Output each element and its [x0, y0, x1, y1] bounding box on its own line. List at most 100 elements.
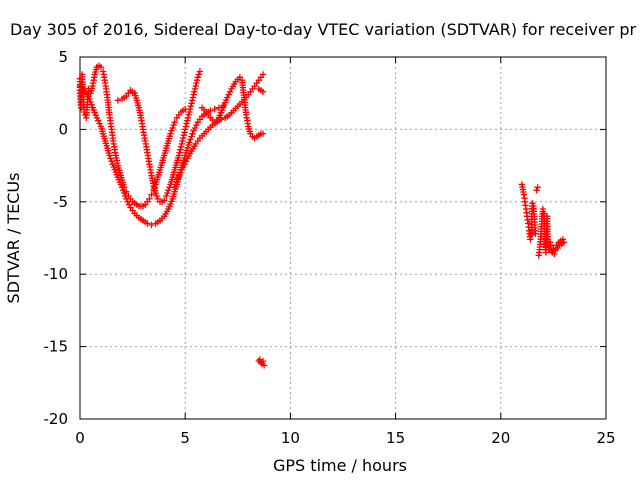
- data-point: [95, 117, 102, 124]
- data-point: [226, 88, 234, 95]
- data-point: [97, 63, 105, 71]
- data-point: [186, 108, 193, 116]
- data-point: [179, 134, 187, 142]
- data-point: [118, 184, 126, 191]
- data-point: [146, 195, 153, 203]
- data-point: [190, 91, 197, 98]
- y-tick-label: -5: [53, 193, 68, 211]
- data-point: [182, 123, 190, 130]
- data-point: [178, 166, 185, 174]
- data-point: [191, 85, 199, 93]
- data-point: [180, 132, 187, 139]
- data-point: [144, 220, 151, 227]
- data-point: [192, 82, 199, 90]
- data-point: [177, 146, 184, 153]
- y-tick-label: 0: [58, 120, 68, 138]
- data-point: [259, 130, 267, 137]
- data-point: [177, 143, 185, 150]
- chart-title: Day 305 of 2016, Sidereal Day-to-day VTE…: [10, 20, 637, 39]
- data-point: [179, 163, 187, 171]
- data-point: [181, 161, 188, 168]
- data-point: [179, 137, 186, 145]
- data-point: [148, 221, 155, 229]
- data-point: [188, 100, 195, 107]
- x-tick-label: 10: [281, 429, 300, 447]
- data-point: [195, 71, 203, 78]
- data-point: [171, 184, 178, 191]
- data-point: [182, 158, 190, 165]
- grid-lines: [80, 57, 606, 419]
- data-point: [87, 98, 94, 106]
- data-point: [114, 97, 122, 104]
- data-point: [181, 129, 188, 136]
- data-point: [177, 169, 184, 176]
- data-point: [161, 197, 168, 204]
- data-point: [165, 187, 172, 194]
- data-point: [108, 158, 115, 165]
- data-point: [191, 124, 199, 132]
- data-point: [259, 88, 267, 95]
- data-point: [187, 103, 194, 110]
- data-point: [184, 117, 191, 124]
- data-point: [189, 130, 196, 137]
- data-point: [152, 189, 159, 197]
- data-point: [121, 189, 128, 197]
- data-point: [187, 136, 194, 143]
- data-point: [178, 140, 185, 148]
- data-point: [107, 155, 114, 162]
- data-point: [191, 88, 198, 95]
- data-point: [539, 205, 547, 213]
- data-point: [224, 94, 231, 101]
- x-tick-label: 25: [596, 429, 615, 447]
- data-point: [119, 187, 127, 194]
- data-point: [148, 191, 155, 198]
- data-point: [164, 189, 171, 197]
- data-point: [93, 114, 100, 121]
- data-point: [533, 187, 540, 194]
- data-point: [207, 107, 214, 114]
- data-point: [153, 192, 160, 200]
- data-point: [163, 192, 170, 200]
- x-tick-label: 15: [386, 429, 405, 447]
- data-point: [193, 77, 201, 84]
- data-point: [189, 94, 197, 101]
- data-point: [190, 127, 197, 134]
- data-point: [185, 111, 192, 119]
- data-point: [176, 149, 183, 156]
- data-point: [86, 95, 93, 103]
- axis-ticks: [79, 56, 607, 420]
- data-point: [196, 68, 204, 75]
- data-point: [175, 152, 183, 159]
- data-point: [559, 236, 567, 243]
- y-tick-labels: 5 0 -5 -10 -15 -20: [44, 48, 69, 428]
- data-point: [186, 105, 194, 113]
- x-axis-label: GPS time / hours: [273, 456, 407, 475]
- data-point: [122, 192, 129, 200]
- y-tick-label: -10: [44, 265, 69, 283]
- data-point: [173, 178, 180, 185]
- data-point: [170, 121, 177, 129]
- data-point: [188, 133, 195, 140]
- data-point: [171, 119, 178, 126]
- data-point: [169, 124, 176, 132]
- data-point: [183, 120, 190, 127]
- data-point: [259, 71, 267, 78]
- data-point: [123, 195, 130, 203]
- data-point: [211, 105, 218, 113]
- data-point: [193, 79, 200, 87]
- data-point: [125, 201, 133, 208]
- data-point: [175, 172, 183, 179]
- data-point: [259, 357, 267, 365]
- data-point: [551, 250, 558, 258]
- data-point: [194, 74, 201, 81]
- data-point: [532, 230, 539, 237]
- data-point: [124, 198, 131, 205]
- data-point: [260, 362, 268, 369]
- x-tick-label: 5: [180, 429, 190, 447]
- y-tick-label: -15: [44, 338, 69, 356]
- data-point: [225, 91, 232, 98]
- y-axis-label: SDTVAR / TECUs: [4, 173, 23, 304]
- data-points: [76, 62, 568, 369]
- data-point: [106, 152, 113, 159]
